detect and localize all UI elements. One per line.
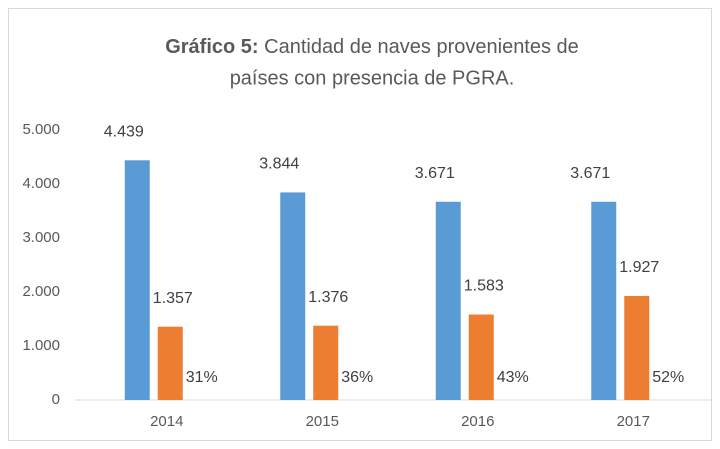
y-tick-label: 5.000 xyxy=(22,121,60,138)
value-label: 1.376 xyxy=(308,289,348,306)
percent-label: 36% xyxy=(341,369,373,386)
title-line: Cantidad de naves provenientes de xyxy=(264,36,579,58)
bar xyxy=(624,295,650,400)
value-label: 4.439 xyxy=(104,124,144,141)
x-tick-label: 2015 xyxy=(306,413,339,430)
y-tick-label: 4.000 xyxy=(22,175,60,192)
bar xyxy=(124,160,150,400)
y-tick-label: 3.000 xyxy=(22,229,60,246)
percent-label: 52% xyxy=(652,369,684,386)
value-label: 1.583 xyxy=(464,278,504,295)
y-tick-label: 0 xyxy=(52,391,60,408)
y-tick-label: 2.000 xyxy=(22,283,60,300)
percent-label: 31% xyxy=(186,369,218,386)
bar xyxy=(157,326,183,400)
value-label: 3.671 xyxy=(570,165,610,182)
bar xyxy=(468,314,494,400)
value-label: 1.357 xyxy=(153,290,193,307)
bar xyxy=(435,201,461,400)
chart-title: países con presencia de PGRA. xyxy=(230,67,515,89)
value-label: 3.844 xyxy=(259,156,299,173)
bar xyxy=(313,325,339,400)
title-label: Gráfico 5: xyxy=(165,36,258,58)
value-label: 3.671 xyxy=(415,165,455,182)
x-tick-label: 2014 xyxy=(150,413,183,430)
value-label: 1.927 xyxy=(619,259,659,276)
x-tick-label: 2016 xyxy=(461,413,494,430)
x-tick-label: 2017 xyxy=(617,413,650,430)
chart-title: Gráfico 5: Cantidad de naves proveniente… xyxy=(165,36,579,58)
bar xyxy=(591,201,617,400)
y-tick-label: 1.000 xyxy=(22,337,60,354)
percent-label: 43% xyxy=(497,369,529,386)
bar xyxy=(280,192,306,400)
